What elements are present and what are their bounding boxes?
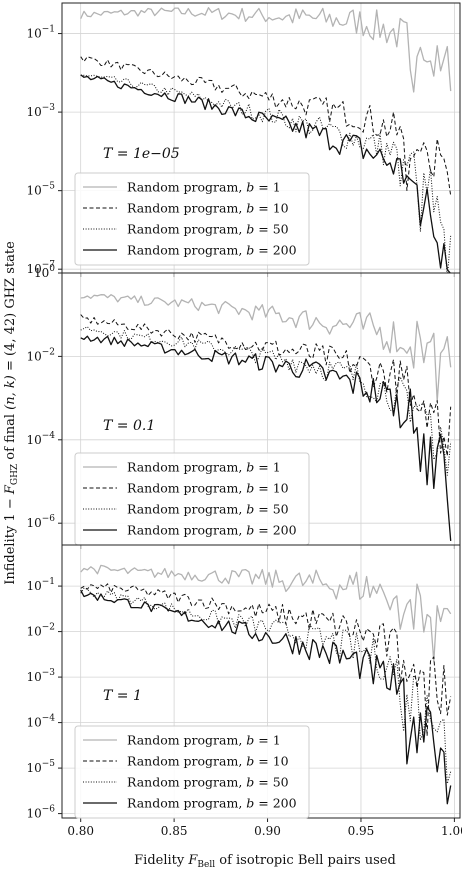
x-tick-label: 0.80 <box>67 824 94 838</box>
series-line-b1 <box>80 294 452 402</box>
series-line-b1 <box>80 564 452 663</box>
plot-area <box>80 294 452 541</box>
legend-label: Random program, b = 50 <box>127 775 289 790</box>
legend-label: Random program, b = 200 <box>127 796 297 811</box>
y-tick-label: 10−4 <box>26 431 55 447</box>
legend-label: Random program, b = 10 <box>127 481 289 496</box>
legend-label: Random program, b = 200 <box>127 243 297 258</box>
y-tick-label: 10−3 <box>26 668 55 684</box>
x-axis-label: Fidelity FBell of isotropic Bell pairs u… <box>134 853 396 870</box>
y-tick-label: 10−2 <box>26 347 55 363</box>
legend-label: Random program, b = 1 <box>127 460 281 475</box>
series-line-b10 <box>80 56 452 196</box>
legend-box <box>74 172 310 266</box>
legend: Random program, b = 1 Random program, b =… <box>74 725 310 819</box>
y-tick-label: 10−1 <box>26 25 55 41</box>
series-line-b200 <box>80 335 452 541</box>
plot-area <box>80 564 452 805</box>
y-tick-label: 10−5 <box>26 759 55 775</box>
legend-label: Random program, b = 200 <box>127 523 297 538</box>
series-line-b10 <box>80 314 452 457</box>
series-line-b50 <box>80 587 452 785</box>
temperature-annotation: T = 1e−05 <box>103 146 180 162</box>
series-line-b50 <box>80 74 452 273</box>
y-tick-label: 10−2 <box>26 623 55 639</box>
y-tick-label: 100 <box>34 264 55 280</box>
y-tick-label: 10−3 <box>26 103 55 119</box>
legend-label: Random program, b = 1 <box>127 733 281 748</box>
plot-area <box>80 7 452 273</box>
x-tick-label: 0.95 <box>348 824 375 838</box>
legend-label: Random program, b = 50 <box>127 222 289 237</box>
temperature-annotation: T = 0.1 <box>103 418 155 434</box>
y-tick-label: 10−7 <box>26 260 55 276</box>
y-tick-label: 10−6 <box>26 805 55 821</box>
legend: Random program, b = 1 Random program, b =… <box>74 452 310 546</box>
y-tick-label: 10−1 <box>26 577 55 593</box>
legend-label: Random program, b = 10 <box>127 201 289 216</box>
legend-label: Random program, b = 50 <box>127 502 289 517</box>
legend-label: Random program, b = 10 <box>127 754 289 769</box>
series-line-b1 <box>80 7 452 93</box>
temperature-annotation: T = 1 <box>103 688 142 704</box>
y-tick-label: 10−4 <box>26 714 55 730</box>
legend-box <box>74 725 310 819</box>
x-tick-label: 0.90 <box>254 824 281 838</box>
legend: Random program, b = 1 Random program, b =… <box>74 172 310 266</box>
series-line-b200 <box>80 589 452 805</box>
y-tick-label: 10−5 <box>26 182 55 198</box>
panel-1: 10−1 10−3 10−5 10−7 T = 1e−05 Random program,… <box>26 2 461 277</box>
panel-2: 100 10−2 10−4 10−6 T = 0.1 Random program, b … <box>26 264 461 549</box>
y-tick-label: 10−6 <box>26 514 55 530</box>
panel-3: 10−1 10−2 10−3 10−4 10−5 10−6 0.80 0.85 0.90 0.95… <box>26 544 462 838</box>
y-axis-label: Infidelity 1 − FGHZ of final (n, k) = (4… <box>3 241 20 585</box>
series-line-b50 <box>80 326 452 476</box>
series-line-b10 <box>80 583 452 737</box>
x-tick-label: 1.00 <box>441 824 462 838</box>
series-line-b200 <box>80 74 452 273</box>
legend-label: Random program, b = 1 <box>127 180 281 195</box>
x-tick-label: 0.85 <box>161 824 188 838</box>
